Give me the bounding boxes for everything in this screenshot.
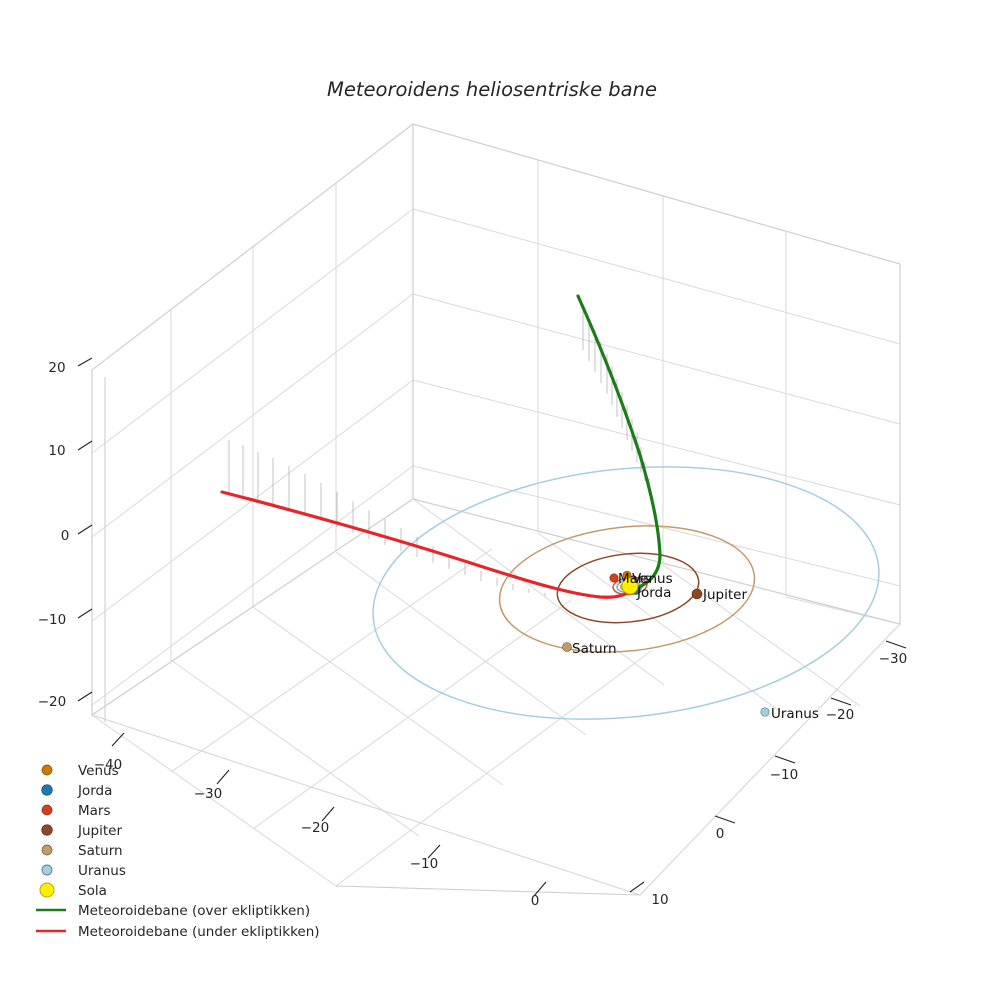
legend-label-over-ecliptic: Meteoroidebane (over ekliptikken)	[78, 903, 310, 919]
body-saturn	[562, 642, 572, 652]
z-tick-label: 0	[61, 528, 70, 544]
body-jupiter	[691, 588, 703, 600]
planet-bodies	[562, 570, 770, 717]
legend-marker-uranus	[41, 864, 53, 876]
body-annotations: Mars Venus Jorda Jupiter Saturn Uranus	[572, 571, 819, 722]
meteoroid-path-under-ecliptic	[220, 490, 633, 599]
legend-label-saturn: Saturn	[78, 843, 123, 859]
legend-label-sola: Sola	[78, 883, 107, 899]
annotation-mars: Mars	[618, 571, 651, 587]
legend-marker-venus	[41, 764, 53, 776]
annotation-uranus: Uranus	[771, 706, 819, 722]
legend-marker-saturn	[41, 844, 53, 856]
y-tick-label: −30	[879, 651, 908, 667]
legend-label-mars: Mars	[78, 803, 111, 819]
trajectory-drop-lines	[228, 306, 650, 596]
body-uranus	[760, 707, 770, 717]
legend-label-under-ecliptic: Meteoroidebane (under ekliptikken)	[78, 924, 320, 940]
body-sola	[621, 577, 639, 595]
z-tick-label: −20	[38, 694, 67, 710]
plot-title: Meteoroidens heliosentriske bane	[327, 78, 657, 101]
legend-label-uranus: Uranus	[78, 863, 126, 879]
x-tick-label: −10	[410, 856, 439, 872]
body-mars	[609, 573, 619, 583]
orbit-saturn	[498, 525, 756, 653]
z-axis-tick-labels: 20 10 0 −10 −20	[38, 360, 70, 710]
orbit-uranus	[372, 466, 880, 720]
z-tick-label: 10	[48, 443, 65, 459]
pane-corner-posts	[91, 124, 901, 722]
annotation-jupiter: Jupiter	[702, 587, 747, 603]
x-tick-label: 0	[531, 893, 540, 909]
legend-label-venus: Venus	[78, 763, 119, 779]
x-tick-label: −40	[94, 757, 123, 773]
z-tick-label: −10	[38, 612, 67, 628]
annotation-saturn: Saturn	[572, 641, 617, 657]
legend-marker-jorda	[41, 784, 53, 796]
x-tick-label: −30	[194, 786, 223, 802]
pane-back-wall	[412, 123, 901, 625]
legend-label-jorda: Jorda	[77, 783, 112, 799]
legend-label-jupiter: Jupiter	[77, 823, 122, 839]
axes-3d-panes	[90, 122, 902, 896]
meteoroid-path-over-ecliptic	[576, 294, 662, 591]
annotation-jorda: Jorda	[636, 585, 671, 601]
legend-marker-mars	[41, 804, 53, 816]
legend: Venus Jorda Mars Jupiter Saturn Uranus S…	[36, 763, 320, 940]
z-tick-label: 20	[48, 360, 65, 376]
legend-marker-jupiter	[41, 824, 53, 836]
orbit-jupiter	[556, 552, 700, 624]
y-tick-label: 0	[716, 826, 725, 842]
y-tick-label: −20	[826, 707, 855, 723]
axis-tick-marks	[77, 357, 907, 897]
y-axis-tick-labels: −30 −20 −10 0	[716, 651, 908, 842]
x-tick-label: −20	[301, 820, 330, 836]
y-tick-label: −10	[770, 767, 799, 783]
x-tick-label: 10	[651, 892, 668, 908]
annotation-venus: Venus	[632, 571, 673, 587]
legend-marker-sola	[39, 882, 55, 898]
x-axis-tick-labels: −40 −30 −20 −10 0 10	[94, 757, 669, 909]
